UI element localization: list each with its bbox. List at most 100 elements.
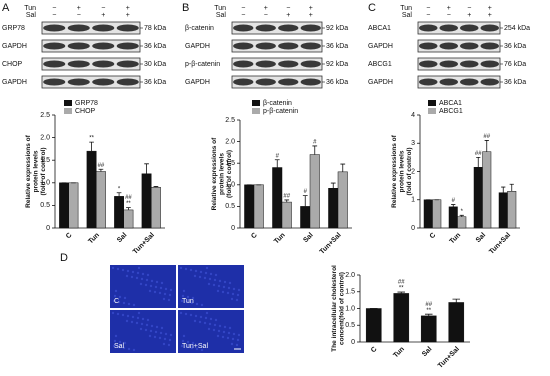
cell-texture	[226, 291, 230, 295]
cell-texture	[154, 285, 158, 289]
treatment-sign: −	[241, 5, 245, 12]
y-tick-label: 3	[411, 140, 415, 147]
blot-band	[67, 42, 90, 50]
cell-texture	[213, 278, 217, 282]
x-tick-label: Sal	[302, 232, 314, 244]
cell-texture	[150, 324, 154, 328]
error-bar	[397, 291, 406, 294]
legend-label: CHOP	[75, 108, 96, 115]
treatment-sign: +	[126, 5, 130, 12]
cell-texture	[122, 301, 126, 305]
blot-band	[67, 60, 90, 68]
blot-band	[92, 42, 115, 50]
y-tick-label: 2.5	[40, 112, 50, 119]
blot-band	[92, 78, 115, 86]
cell-texture	[139, 327, 143, 331]
cell-texture	[223, 325, 227, 329]
x-tick-label: Tun	[392, 346, 406, 360]
cell-texture	[116, 312, 120, 316]
treatment-sign: −	[77, 12, 81, 19]
blot-band	[233, 42, 254, 50]
blot-band	[116, 78, 139, 86]
x-tick-label: Tun	[449, 232, 463, 246]
blot-band	[480, 42, 499, 50]
y-tick-label: 1.0	[345, 305, 355, 312]
error-bar	[424, 313, 433, 316]
cell-texture	[190, 301, 194, 305]
cell-texture	[163, 337, 167, 341]
significance-marker: #	[313, 139, 317, 145]
y-axis-label: (fold of control)	[40, 147, 47, 195]
protein-label: GAPDH	[185, 43, 210, 50]
cell-texture	[132, 348, 136, 352]
cell-texture	[144, 328, 148, 332]
cell-texture	[185, 345, 189, 349]
blot-band	[460, 60, 479, 68]
cell-texture	[155, 325, 159, 329]
blot-band	[300, 42, 321, 50]
cell-texture	[199, 315, 203, 319]
error-bar	[274, 159, 280, 168]
treatment-sign: +	[488, 5, 492, 12]
blot-band	[480, 60, 499, 68]
cell-texture	[212, 283, 216, 287]
y-tick-label: 1.0	[225, 182, 235, 189]
size-label: 92 kDa	[326, 25, 348, 32]
x-tick-label: Sal	[116, 232, 128, 244]
cell-texture	[182, 334, 186, 338]
legend-swatch	[428, 108, 436, 114]
micrograph-label: Tun	[182, 298, 194, 305]
cell-texture	[114, 289, 118, 293]
bar	[300, 206, 311, 229]
cell-texture	[145, 278, 149, 282]
y-tick-label: 0	[231, 225, 235, 232]
cell-texture	[221, 335, 225, 339]
blot-band	[439, 42, 458, 50]
bar	[420, 315, 437, 343]
treatment-sign: +	[488, 12, 492, 19]
cell-texture	[208, 277, 212, 281]
treatment-sign: +	[309, 5, 313, 12]
legend-label: β-catenin	[263, 100, 292, 107]
blot-band	[278, 42, 299, 50]
y-axis-label: The intracellular cholesterol	[331, 265, 338, 352]
cell-texture	[204, 316, 208, 320]
bar	[337, 171, 348, 229]
bar	[59, 182, 70, 229]
y-tick-label: 2.0	[225, 138, 235, 145]
cell-texture	[181, 294, 185, 298]
cell-texture	[214, 273, 218, 277]
x-tick-label: Tun	[87, 232, 101, 246]
cell-texture	[227, 331, 231, 335]
protein-label: CHOP	[2, 61, 23, 68]
error-bar	[126, 207, 131, 210]
cell-texture	[112, 299, 116, 303]
cell-texture	[190, 346, 194, 350]
bar	[151, 187, 161, 229]
bar	[448, 302, 465, 343]
legend-swatch	[252, 108, 260, 114]
cell-texture	[163, 292, 167, 296]
panel-letter: B	[182, 2, 189, 14]
size-label: 254 kDa	[504, 25, 530, 32]
cell-texture	[222, 285, 226, 289]
y-tick-label: 1.0	[40, 180, 50, 187]
cell-texture	[162, 297, 166, 301]
treatment-sign: −	[241, 12, 245, 19]
cell-texture	[123, 341, 127, 345]
treatment-sign: +	[77, 5, 81, 12]
cell-texture	[237, 333, 241, 337]
protein-label: β-catenin	[185, 25, 214, 32]
treatment-sign: −	[447, 12, 451, 19]
cell-texture	[136, 271, 140, 275]
cell-texture	[164, 287, 168, 291]
cell-texture	[168, 338, 172, 342]
blot-band	[233, 78, 254, 86]
cell-texture	[169, 288, 173, 292]
cell-texture	[195, 347, 199, 351]
cell-texture	[153, 290, 157, 294]
y-tick-label: 1.5	[225, 160, 235, 167]
cell-texture	[148, 289, 152, 293]
y-axis-label: protein levels	[219, 153, 226, 195]
micrograph	[178, 310, 244, 353]
